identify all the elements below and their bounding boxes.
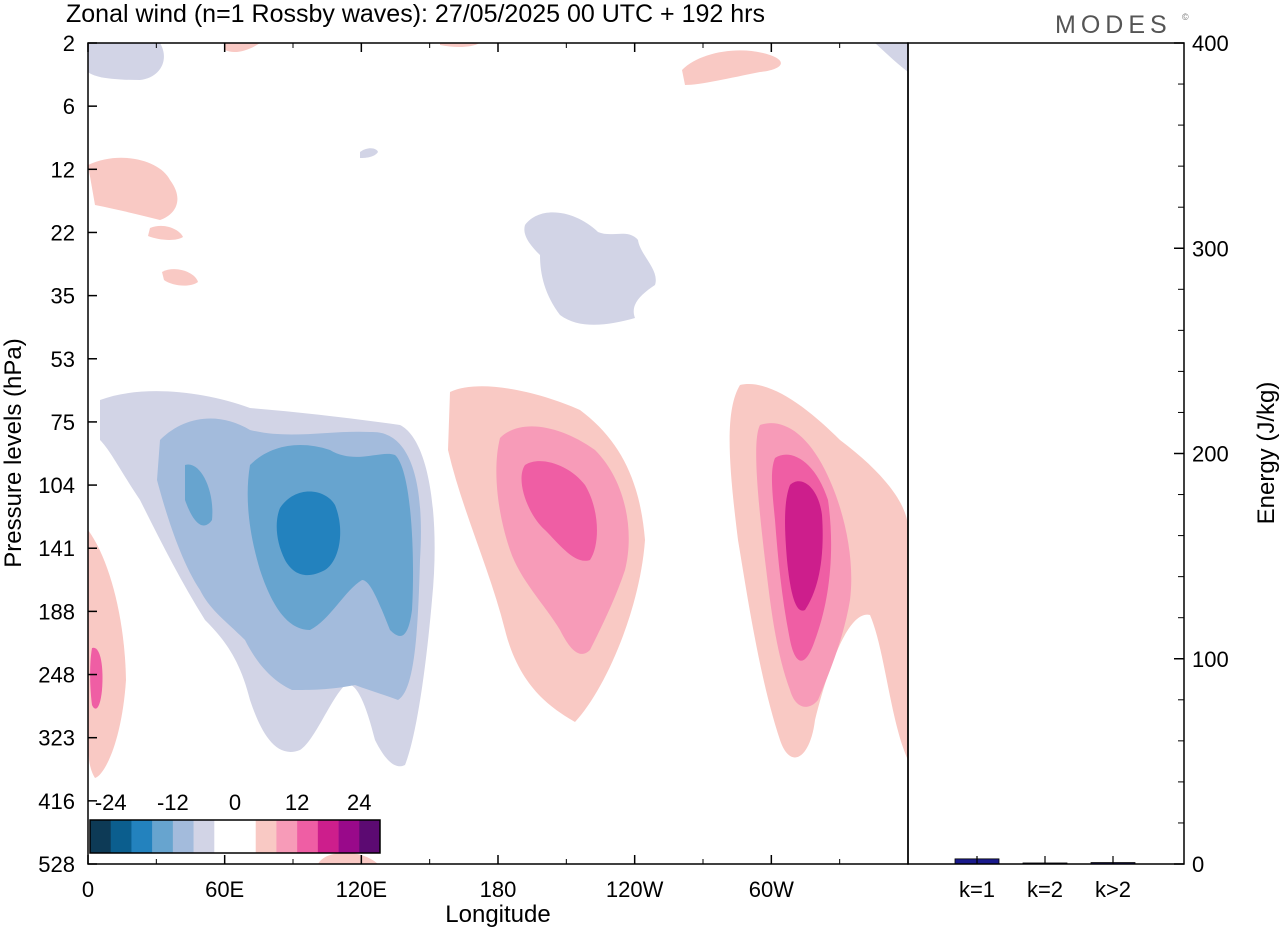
colorbar-tick-label: -24 [95,790,127,815]
contour-patch [440,43,480,48]
energy-tick-label: 400 [1192,31,1229,56]
contour-patch [785,481,823,611]
colorbar-swatch [90,820,112,853]
colorbar-tick-label: 0 [229,790,241,815]
bar-plot-frame [907,42,1185,865]
field-very-strong-positive [785,481,823,611]
colorbar-frame [89,819,381,854]
contour-field [88,43,908,864]
y-tick-label: 75 [51,410,75,435]
energy-category-label: k=2 [1027,877,1063,902]
colorbar-swatch [338,820,360,853]
contour-patch [148,225,183,240]
x-tick-label: 0 [82,877,94,902]
energy-axis-label: Energy (J/kg) [1253,382,1280,525]
x-axis-label: Longitude [445,901,550,928]
colorbar-swatch [297,820,319,853]
colorbar-swatch [235,820,257,853]
contour-patch [162,269,198,286]
energy-category-label: k=1 [959,877,995,902]
colorbar-tick-label: -12 [157,790,189,815]
contour-patch [682,50,781,85]
y-tick-label: 6 [63,94,75,119]
colorbar-swatch [131,820,153,853]
energy-tick-label: 200 [1192,442,1229,467]
colorbar-swatch [110,820,132,853]
colorbar-swatch [152,820,174,853]
y-axis-label: Pressure levels (hPa) [0,338,27,567]
brand-logo: MODES © [1055,11,1189,39]
contour-patch [88,157,178,220]
energy-category-label: k>2 [1095,877,1131,902]
contour-patch [90,647,103,709]
x-tick-label: 60E [205,877,244,902]
contour-patch [276,491,341,576]
colorbar-swatch [172,820,194,853]
contour-patch [88,43,164,80]
energy-tick-label: 100 [1192,647,1229,672]
x-tick-label: 180 [480,877,517,902]
contour-patch [318,852,378,864]
contour-patch [524,212,656,325]
contour-patch [521,461,597,561]
contour-patch [185,464,213,526]
field-strong-negative [276,491,341,576]
brand-mark: © [1182,12,1189,22]
x-tick-label: 120W [606,877,664,902]
y-tick-label: 141 [38,536,75,561]
y-tick-label: 323 [38,726,75,751]
chart-title: Zonal wind (n=1 Rossby waves): 27/05/202… [66,0,765,28]
energy-tick-label: 0 [1192,852,1204,877]
chart-marks: 0 60E 120E 180 120W 60W 2 6 12 22 35 53 75 104 141 188 2… [38,31,1228,902]
y-tick-label: 248 [38,663,75,688]
contour-patch [875,43,908,72]
x-tick-label: 60W [749,877,794,902]
contour-patch [225,43,260,53]
x-tick-label: 120E [336,877,387,902]
colorbar-tick-label: 12 [285,790,309,815]
y-tick-label: 35 [51,284,75,309]
y-tick-label: 528 [38,852,75,877]
contour-patch [88,530,126,778]
y-tick-label: 416 [38,789,75,814]
y-tick-label: 188 [38,599,75,624]
colorbar-swatch [255,820,277,853]
colorbar-swatch [359,820,381,853]
y-tick-label: 22 [51,220,75,245]
colorbar-swatch [214,820,236,853]
contour-patch [360,148,378,158]
colorbar-swatch [317,820,339,853]
y-tick-label: 104 [38,473,75,498]
energy-tick-label: 300 [1192,236,1229,261]
y-tick-label: 53 [51,347,75,372]
colorbar-swatch [276,820,298,853]
colorbar-tick-label: 24 [347,790,371,815]
brand-name: MODES [1055,11,1172,39]
y-tick-label: 12 [51,157,75,182]
colorbar-swatch [193,820,215,853]
y-tick-label: 2 [63,31,75,56]
